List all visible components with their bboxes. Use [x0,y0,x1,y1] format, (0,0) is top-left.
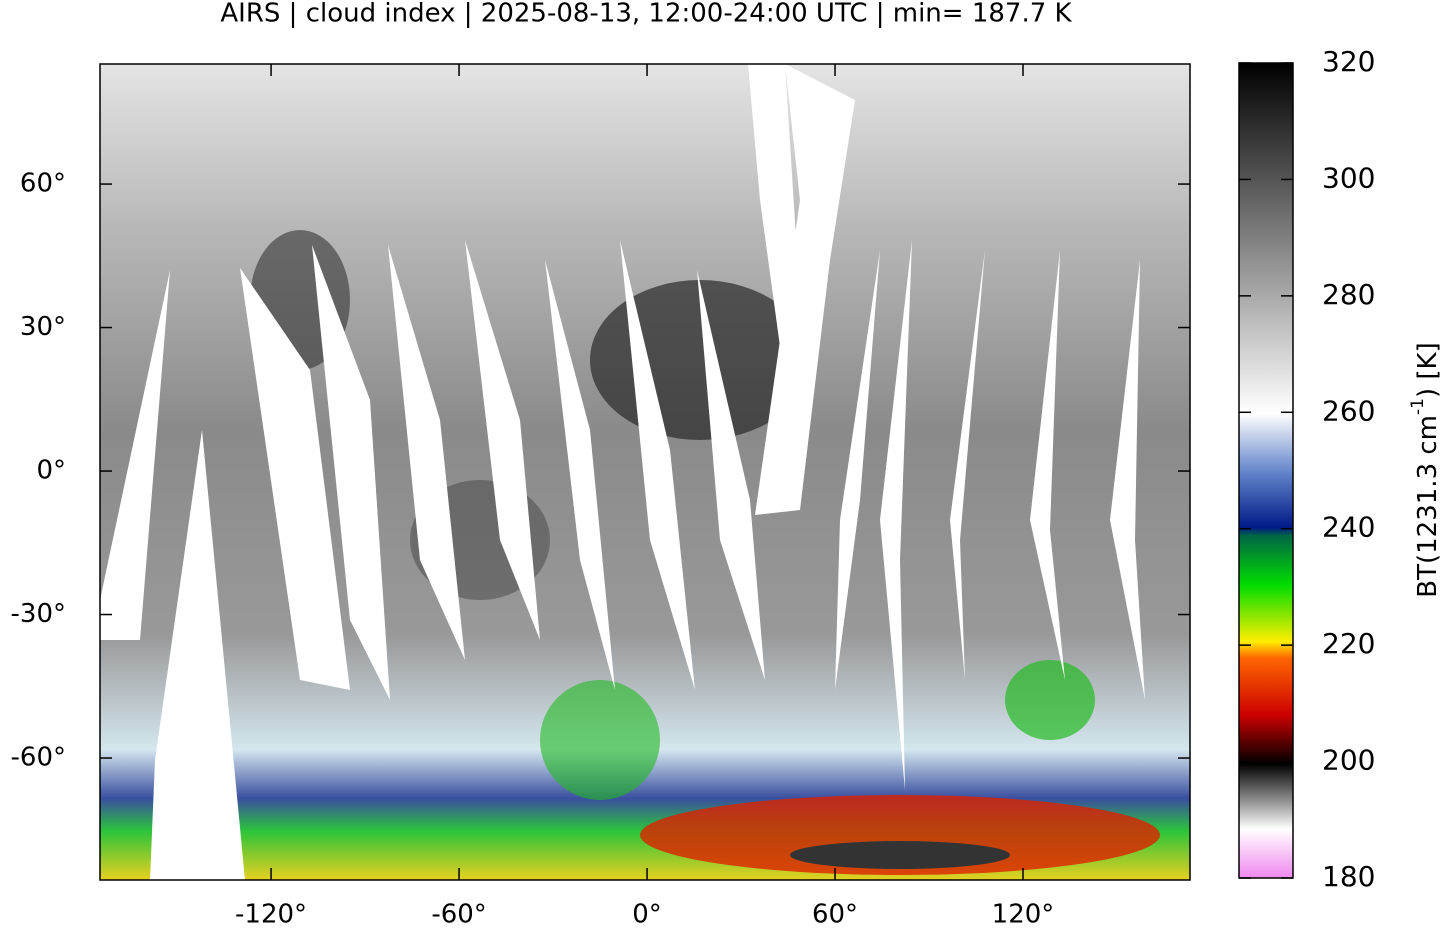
cloud-region [1005,660,1095,740]
x-tick-label: -120° [235,900,307,930]
colorbar-tick-label: 240 [1322,511,1375,544]
y-tick-label: -30° [11,599,66,629]
map-image [100,64,1190,880]
colorbar [1239,63,1293,878]
cold-region [790,841,1010,869]
colorbar-tick-label: 300 [1322,161,1375,194]
colorbar-tick-label: 280 [1322,278,1375,311]
x-tick-label: 120° [992,900,1055,930]
cloud-region [540,680,660,800]
colorbar-tick-label: 260 [1322,394,1375,427]
y-tick-label: -60° [11,743,66,773]
x-tick-label: 0° [632,900,662,930]
x-tick-label: -60° [431,900,486,930]
colorbar-label: BT(1231.3 cm-1) [K] [1408,342,1442,597]
colorbar-tick-label: 200 [1322,744,1375,777]
label-text: BT(1231.3 cm [1413,415,1442,598]
title: AIRS | cloud index | 2025-08-13, 12:00-2… [220,0,1072,29]
x-tick-label: 60° [812,900,858,930]
colorbar-tick-label: 220 [1322,627,1375,660]
colorbar-tick-label: 180 [1322,860,1375,893]
y-tick-label: 30° [20,312,66,342]
label-text: ) [K] [1413,342,1442,398]
y-tick-label: 60° [20,169,66,199]
colorbar-tick-label: 320 [1322,45,1375,78]
y-tick-label: 0° [36,456,66,486]
label-superscript: -1 [1408,398,1428,415]
